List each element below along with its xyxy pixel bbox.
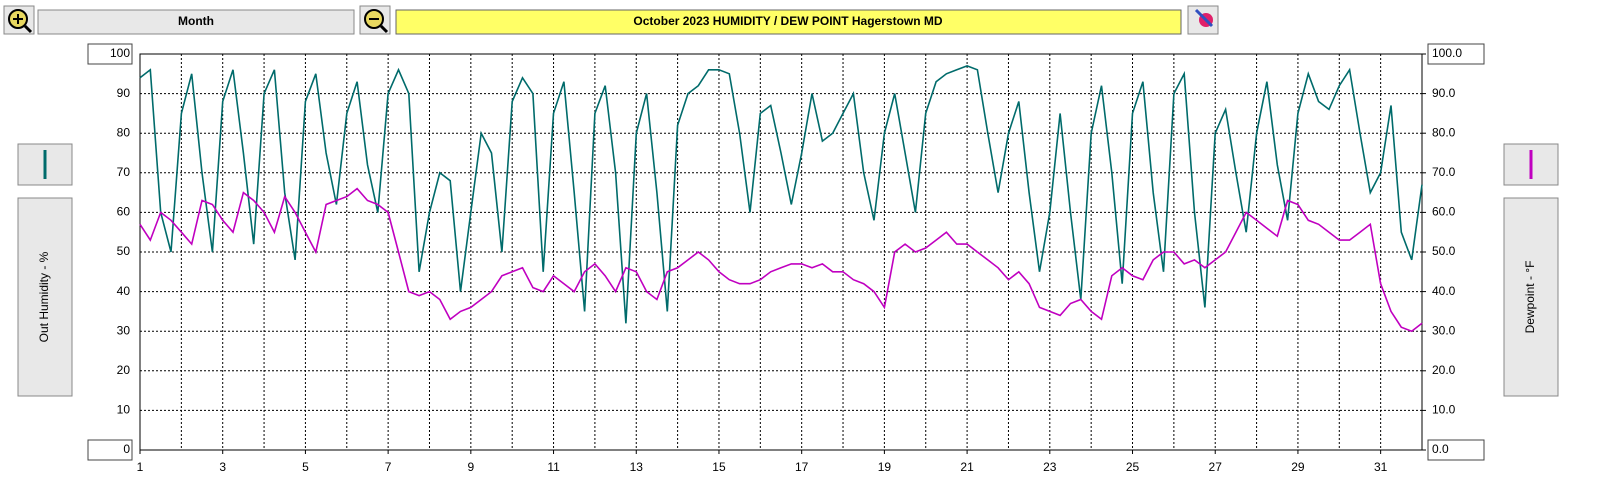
y2-axis-label: Dewpoint - °F — [1523, 261, 1537, 334]
y2-tick-label: 20.0 — [1432, 363, 1456, 377]
y-tick-label: 80 — [117, 125, 131, 139]
y-tick-label: 60 — [117, 205, 131, 219]
period-label: Month — [178, 14, 214, 28]
tick-box — [1427, 43, 1485, 65]
x-tick-label: 7 — [385, 460, 392, 474]
series-line — [139, 187, 1423, 333]
x-tick-label: 9 — [467, 460, 474, 474]
x-tick-label: 13 — [630, 460, 644, 474]
y-axis-label: Out Humidity - % — [37, 251, 51, 342]
y-tick-label: 50 — [117, 244, 131, 258]
x-tick-label: 11 — [547, 460, 560, 474]
y2-tick-label: 60.0 — [1432, 205, 1456, 219]
y2-tick-label: 70.0 — [1432, 165, 1456, 179]
y-tick-label: 40 — [117, 284, 131, 298]
y2-tick-label: 0.0 — [1432, 442, 1449, 456]
title-box — [395, 9, 1182, 35]
zoom-in[interactable] — [3, 5, 35, 35]
y2-tick-label: 10.0 — [1432, 403, 1456, 417]
x-tick-label: 3 — [219, 460, 226, 474]
period-button[interactable] — [37, 9, 355, 35]
y-tick-label: 30 — [117, 323, 131, 337]
y2-tick-label: 100.0 — [1432, 46, 1462, 60]
y-tick-label: 100 — [110, 46, 130, 60]
x-tick-label: 17 — [795, 460, 809, 474]
chart-title: October 2023 HUMIDITY / DEW POINT Hagers… — [633, 14, 942, 28]
y-tick-label: 90 — [117, 86, 131, 100]
tick-box — [87, 43, 133, 65]
y2-tick-label: 80.0 — [1432, 125, 1456, 139]
x-tick-label: 27 — [1209, 460, 1223, 474]
x-tick-label: 1 — [137, 460, 144, 474]
print-button[interactable] — [1187, 5, 1219, 35]
humidity-axis-button[interactable] — [17, 197, 73, 397]
y-tick-label: 0 — [123, 442, 130, 456]
y2-tick-label: 40.0 — [1432, 284, 1456, 298]
series-line — [139, 65, 1423, 324]
zoom-out[interactable] — [359, 5, 391, 35]
x-tick-label: 15 — [712, 460, 726, 474]
x-tick-label: 25 — [1126, 460, 1140, 474]
tick-box — [1427, 439, 1485, 461]
y2-tick-label: 30.0 — [1432, 323, 1456, 337]
x-tick-label: 29 — [1291, 460, 1305, 474]
x-tick-label: 31 — [1374, 460, 1388, 474]
x-tick-label: 23 — [1043, 460, 1057, 474]
y-tick-label: 10 — [117, 403, 131, 417]
y-tick-label: 70 — [117, 165, 131, 179]
x-tick-label: 5 — [302, 460, 309, 474]
y2-tick-label: 50.0 — [1432, 244, 1456, 258]
y-tick-label: 20 — [117, 363, 131, 377]
y2-tick-label: 90.0 — [1432, 86, 1456, 100]
dewpoint-axis-button[interactable] — [1503, 197, 1559, 397]
tick-box — [87, 439, 133, 461]
x-tick-label: 19 — [878, 460, 892, 474]
x-tick-label: 21 — [960, 460, 974, 474]
